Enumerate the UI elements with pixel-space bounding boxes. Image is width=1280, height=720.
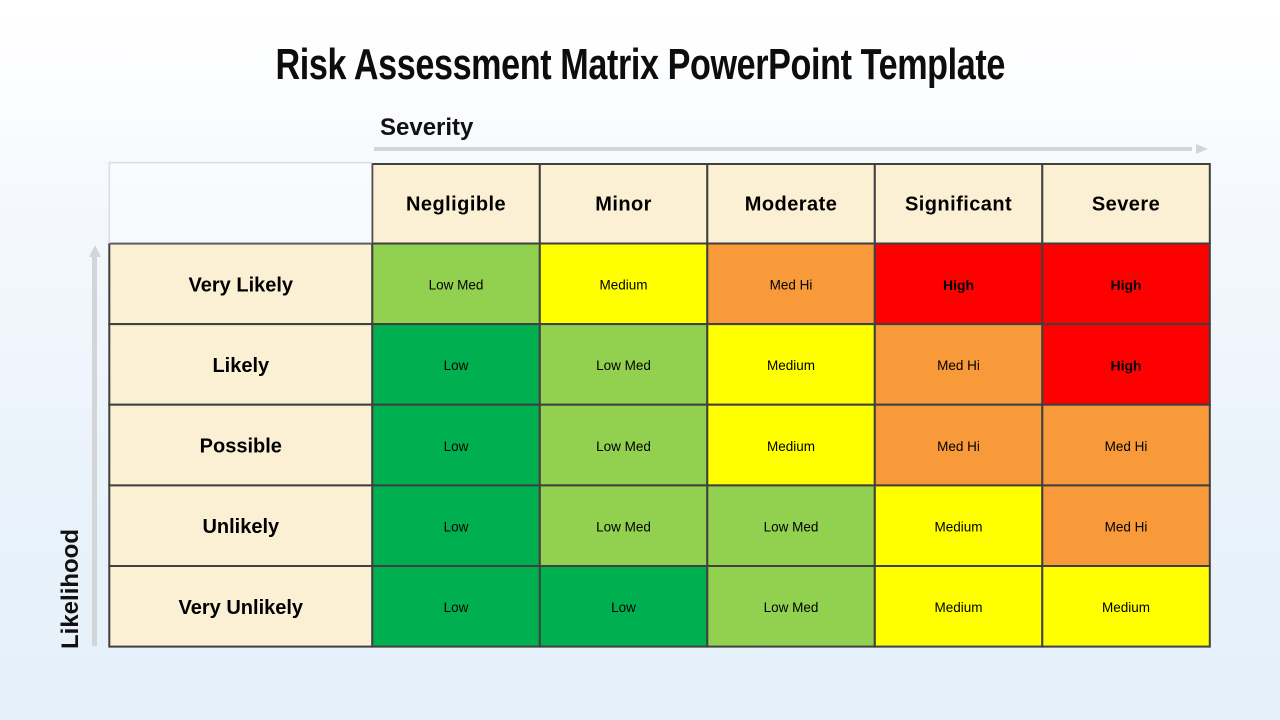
svg-text:Minor: Minor [595,194,652,216]
svg-text:Likely: Likely [212,355,270,377]
svg-text:High: High [943,277,974,293]
svg-text:Severe: Severe [1092,194,1160,216]
svg-text:Medium: Medium [600,278,648,293]
svg-text:Low: Low [444,600,469,615]
svg-text:Very Unlikely: Very Unlikely [179,597,304,619]
svg-text:Medium: Medium [1102,600,1150,615]
svg-text:Low Med: Low Med [764,520,819,535]
svg-text:High: High [1110,357,1141,373]
svg-text:Medium: Medium [767,439,815,454]
svg-text:Low: Low [444,520,469,535]
svg-text:Med Hi: Med Hi [937,439,980,454]
svg-text:Possible: Possible [200,436,282,458]
svg-text:Med Hi: Med Hi [937,358,980,373]
svg-text:Significant: Significant [905,194,1012,216]
svg-text:Very Likely: Very Likely [189,274,294,296]
svg-text:Medium: Medium [935,600,983,615]
svg-text:Low: Low [444,358,469,373]
svg-text:Negligible: Negligible [406,194,506,216]
svg-text:Low Med: Low Med [596,439,651,454]
svg-text:Low: Low [444,439,469,454]
svg-text:Moderate: Moderate [745,194,838,216]
svg-text:Medium: Medium [767,358,815,373]
svg-text:Med Hi: Med Hi [1105,439,1148,454]
svg-text:Unlikely: Unlikely [202,516,280,538]
svg-text:Low Med: Low Med [764,600,819,615]
svg-text:Low Med: Low Med [596,358,651,373]
svg-text:Med Hi: Med Hi [770,278,813,293]
svg-text:Low: Low [611,600,636,615]
svg-text:Medium: Medium [935,520,983,535]
svg-text:Low Med: Low Med [429,278,484,293]
svg-text:High: High [1110,277,1141,293]
svg-text:Low Med: Low Med [596,520,651,535]
svg-text:Med Hi: Med Hi [1105,520,1148,535]
